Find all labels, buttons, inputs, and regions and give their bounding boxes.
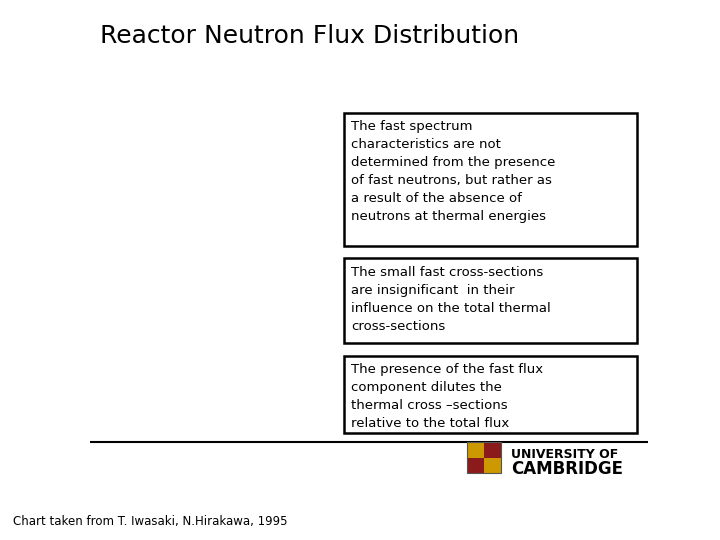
FancyBboxPatch shape (467, 442, 484, 457)
FancyBboxPatch shape (344, 113, 637, 246)
Text: The small fast cross-sections
are insignificant  in their
influence on the total: The small fast cross-sections are insign… (351, 266, 551, 333)
Text: Chart taken from T. Iwasaki, N.Hirakawa, 1995: Chart taken from T. Iwasaki, N.Hirakawa,… (13, 515, 287, 528)
FancyBboxPatch shape (344, 258, 637, 343)
FancyBboxPatch shape (344, 356, 637, 433)
Text: Reactor Neutron Flux Distribution: Reactor Neutron Flux Distribution (100, 24, 519, 48)
FancyBboxPatch shape (484, 457, 501, 473)
Text: CAMBRIDGE: CAMBRIDGE (511, 460, 624, 478)
Text: UNIVERSITY OF: UNIVERSITY OF (511, 448, 618, 461)
FancyBboxPatch shape (467, 457, 484, 473)
FancyBboxPatch shape (484, 442, 501, 457)
Text: The fast spectrum
characteristics are not
determined from the presence
of fast n: The fast spectrum characteristics are no… (351, 120, 556, 223)
Text: The presence of the fast flux
component dilutes the
thermal cross –sections
rela: The presence of the fast flux component … (351, 363, 544, 430)
